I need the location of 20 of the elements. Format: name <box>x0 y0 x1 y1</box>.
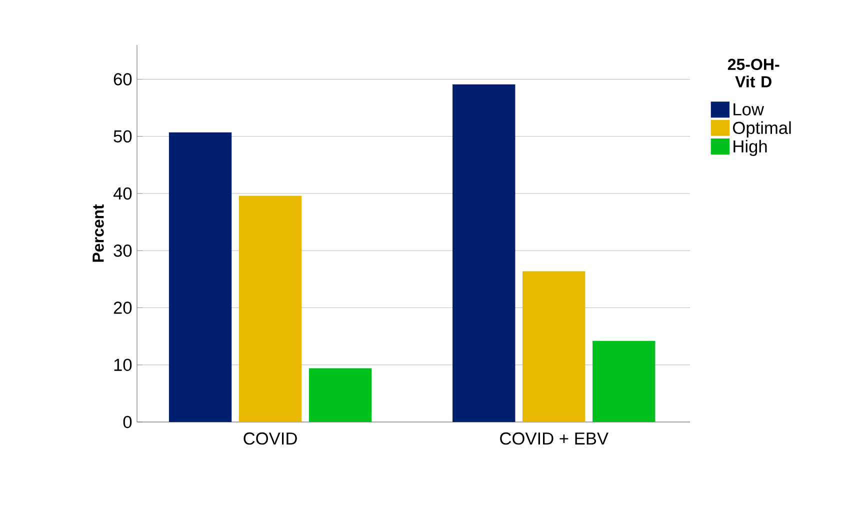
bar <box>522 271 586 422</box>
legend-title: 25-OH-Vit D <box>728 58 780 88</box>
y-tick-label: 30 <box>114 244 132 257</box>
bar <box>168 132 232 422</box>
bar <box>592 340 656 422</box>
x-tick-label: COVID <box>244 432 297 445</box>
y-tick-label: 50 <box>114 130 132 143</box>
y-tick-label: 10 <box>114 358 132 371</box>
y-axis-title: Percent <box>92 204 104 262</box>
legend-label: High <box>734 140 767 156</box>
bar <box>452 84 516 422</box>
y-tick-label: 0 <box>123 416 132 428</box>
x-tick-label: COVID + EBV <box>500 432 608 445</box>
bar <box>238 196 302 422</box>
y-tick-label: 60 <box>114 73 132 86</box>
y-tick-label: 20 <box>114 302 132 314</box>
bar <box>308 368 372 422</box>
legend-label: Low <box>734 103 764 116</box>
y-tick-label: 40 <box>113 187 132 200</box>
legend-label: Optimal <box>733 121 791 138</box>
